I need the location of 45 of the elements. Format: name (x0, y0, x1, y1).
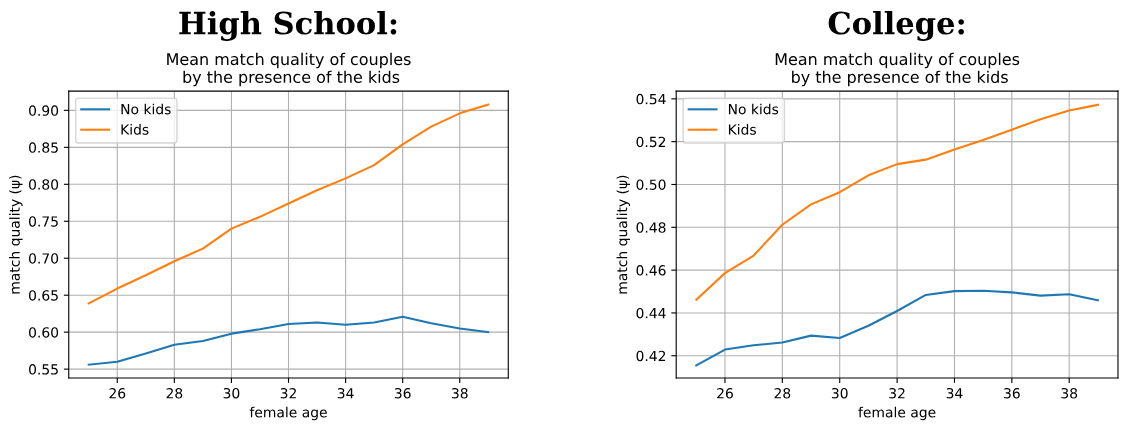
x-axis-title: female age (858, 406, 936, 421)
y-tick-label: 0.54 (636, 93, 666, 105)
y-tick-label: 0.48 (636, 222, 666, 233)
legend-label: Kids (728, 124, 756, 135)
y-tick-label: 0.80 (29, 179, 59, 190)
y-axis-title: match quality (ψ) (9, 175, 23, 294)
y-axis-title: match quality (ψ) (616, 175, 630, 294)
y-tick-label: 0.50 (636, 179, 666, 190)
y-tick-label: 0.75 (29, 216, 58, 227)
x-tick-label: 28 (774, 387, 791, 399)
x-tick-label: 34 (946, 387, 963, 399)
x-tick-label: 28 (166, 387, 183, 399)
chart-title: College: (828, 10, 964, 41)
x-tick-label: 36 (1004, 387, 1020, 399)
line-series (87, 315, 490, 366)
legend-label: No kids (728, 103, 779, 115)
x-tick-label: 36 (394, 387, 411, 399)
x-tick-label: 30 (831, 387, 848, 399)
x-tick-label: 26 (717, 387, 733, 399)
y-tick-label: 0.44 (636, 307, 666, 319)
y-tick-label: 0.70 (29, 253, 59, 264)
y-tick-label: 0.46 (636, 265, 666, 276)
x-tick-label: 34 (337, 387, 354, 399)
x-tick-label: 38 (1061, 387, 1078, 399)
chart-title: High School: (179, 10, 397, 41)
x-tick-label: 38 (451, 387, 468, 399)
y-tick-label: 0.60 (29, 327, 59, 338)
legend-label: No kids (121, 103, 171, 115)
line-series (695, 289, 1099, 367)
x-tick-label: 30 (223, 387, 240, 399)
y-tick-label: 0.42 (636, 350, 666, 362)
chart-subtitle: Mean match quality of couples by the presence of the kids (167, 52, 411, 87)
line-series (695, 103, 1099, 301)
y-tick-label: 0.90 (29, 105, 59, 116)
y-tick-label: 0.52 (636, 136, 666, 148)
x-axis-title: female age (249, 406, 327, 421)
chart-subtitle: Mean match quality of couples by the presence of the kids (775, 52, 1020, 87)
x-tick-label: 32 (889, 387, 905, 399)
legend-label: Kids (121, 124, 149, 135)
x-tick-label: 26 (109, 387, 126, 399)
y-tick-label: 0.65 (29, 290, 58, 301)
x-tick-label: 32 (280, 387, 296, 399)
y-tick-label: 0.85 (29, 142, 58, 153)
line-series (87, 103, 490, 305)
y-tick-label: 0.55 (29, 364, 58, 375)
